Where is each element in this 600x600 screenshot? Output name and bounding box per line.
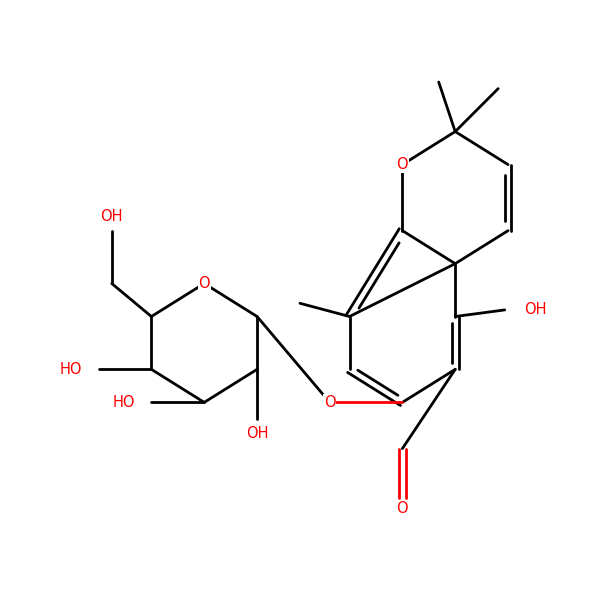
Text: OH: OH [101, 209, 123, 224]
Text: O: O [199, 276, 210, 291]
Text: OH: OH [246, 426, 268, 441]
Text: OH: OH [524, 302, 547, 317]
Text: O: O [397, 500, 408, 515]
Text: O: O [324, 395, 335, 410]
Text: HO: HO [112, 395, 135, 410]
Text: HO: HO [59, 362, 82, 377]
Text: O: O [397, 157, 408, 172]
